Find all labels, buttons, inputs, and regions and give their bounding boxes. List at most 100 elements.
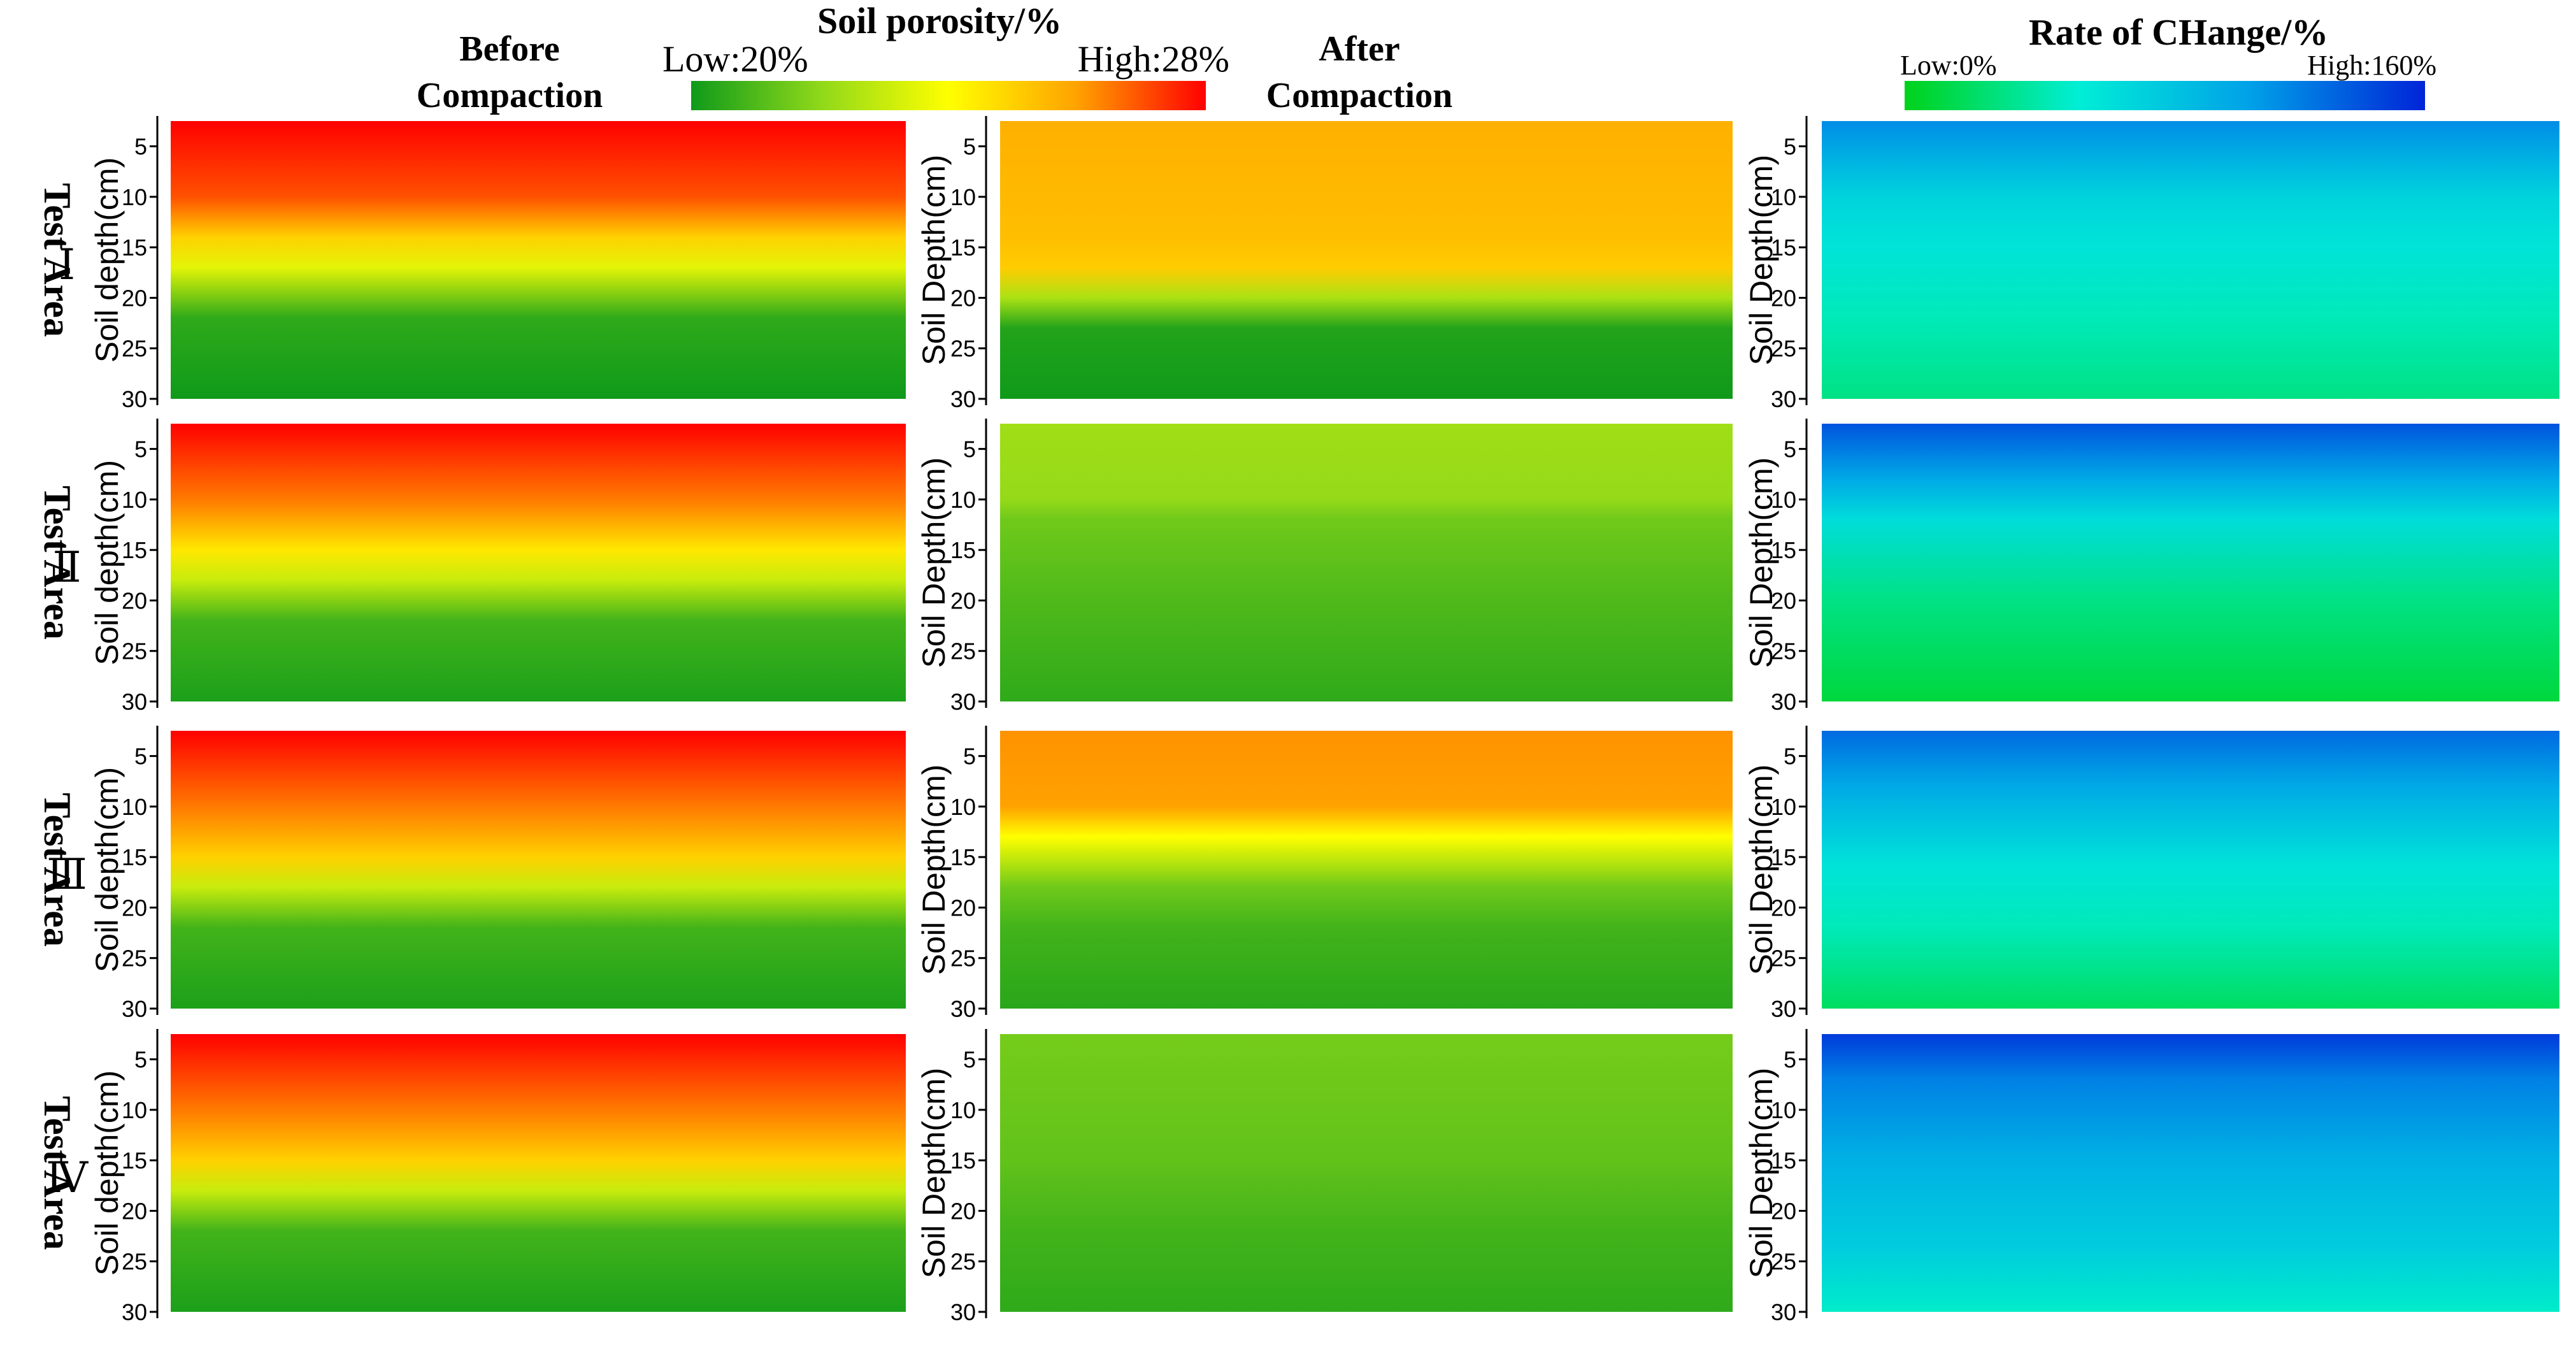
y-tick-label: 20 bbox=[122, 1198, 147, 1224]
y-tick-label: 15 bbox=[950, 537, 976, 563]
change-legend: Rate of CHange/% Low:0% High:160% bbox=[1900, 11, 2436, 110]
y-tick-label: 30 bbox=[950, 996, 976, 1022]
after-heatmap-cell bbox=[1000, 121, 1733, 399]
after-heatmap-cell bbox=[1000, 424, 1733, 701]
y-axis-label: Soil Depth(cm) bbox=[916, 155, 952, 366]
porosity-legend-bar bbox=[691, 81, 1206, 110]
change-heatmap-cell bbox=[1822, 1034, 2559, 1312]
y-tick-label: 5 bbox=[1784, 744, 1796, 770]
y-tick-label: 5 bbox=[963, 744, 976, 770]
y-axis-label: Soil depth(cm) bbox=[89, 460, 125, 665]
y-tick-label: 10 bbox=[950, 794, 976, 820]
y-tick-label: 15 bbox=[1771, 844, 1796, 870]
change-heatmap-cell bbox=[1822, 121, 2559, 399]
before-heatmap-cell bbox=[171, 424, 906, 701]
row-label-numeral: Ⅲ bbox=[47, 852, 87, 898]
y-tick-label: 30 bbox=[1771, 1299, 1796, 1325]
y-tick-label: 5 bbox=[1784, 134, 1796, 160]
y-tick-label: 10 bbox=[950, 1097, 976, 1123]
y-tick-label: 30 bbox=[122, 996, 147, 1022]
y-tick-label: 30 bbox=[950, 689, 976, 715]
y-tick-label: 5 bbox=[134, 1047, 147, 1073]
y-tick-label: 30 bbox=[1771, 689, 1796, 715]
y-axis-label: Soil depth(cm) bbox=[89, 767, 125, 972]
y-tick-label: 5 bbox=[1784, 436, 1796, 463]
y-tick-label: 20 bbox=[122, 587, 147, 614]
y-tick-label: 30 bbox=[1771, 996, 1796, 1022]
y-axis-label: Soil Depth(cm) bbox=[916, 765, 952, 975]
y-tick-label: 15 bbox=[122, 844, 147, 870]
row-label-numeral: Ⅱ bbox=[53, 545, 82, 591]
y-axis-label: Soil Depth(cm) bbox=[1743, 457, 1779, 668]
change-legend-bar bbox=[1905, 81, 2425, 110]
before-heatmap-cell bbox=[171, 731, 906, 1009]
before-title-line1: Before bbox=[459, 29, 560, 69]
y-tick-label: 25 bbox=[1771, 336, 1796, 362]
y-tick-label: 10 bbox=[950, 184, 976, 210]
y-tick-label: 15 bbox=[1771, 234, 1796, 261]
y-tick-label: 25 bbox=[1771, 638, 1796, 665]
y-tick-label: 5 bbox=[134, 134, 147, 160]
y-tick-label: 25 bbox=[950, 336, 976, 362]
y-axis-label: Soil Depth(cm) bbox=[1743, 155, 1779, 366]
y-axis-label: Soil depth(cm) bbox=[89, 1070, 125, 1276]
y-tick-label: 20 bbox=[950, 587, 976, 614]
y-tick-label: 20 bbox=[122, 895, 147, 921]
y-tick-label: 25 bbox=[950, 1249, 976, 1275]
y-tick-label: 10 bbox=[122, 184, 147, 210]
porosity-legend: Soil porosity/% Low:20% High:28% bbox=[662, 0, 1229, 110]
y-tick-label: 10 bbox=[1771, 1097, 1796, 1123]
y-tick-label: 25 bbox=[1771, 946, 1796, 972]
change-legend-title: Rate of CHange/% bbox=[2029, 11, 2328, 53]
y-tick-label: 25 bbox=[122, 1249, 147, 1275]
before-heatmap-cell bbox=[171, 121, 906, 399]
row-label-test-area: Test Area bbox=[36, 183, 78, 337]
y-tick-label: 10 bbox=[122, 794, 147, 820]
y-tick-label: 20 bbox=[1771, 895, 1796, 921]
y-tick-label: 30 bbox=[1771, 386, 1796, 412]
y-tick-label: 15 bbox=[1771, 537, 1796, 563]
y-tick-label: 5 bbox=[1784, 1047, 1796, 1073]
row-label-test-area: Test Area bbox=[36, 1096, 78, 1250]
y-tick-label: 15 bbox=[122, 234, 147, 261]
y-tick-label: 20 bbox=[950, 1198, 976, 1224]
y-tick-label: 30 bbox=[122, 689, 147, 715]
y-tick-label: 15 bbox=[950, 1147, 976, 1174]
porosity-legend-high: High:28% bbox=[1078, 38, 1229, 80]
y-axis-label: Soil Depth(cm) bbox=[916, 457, 952, 668]
y-tick-label: 30 bbox=[122, 386, 147, 412]
y-tick-label: 25 bbox=[1771, 1249, 1796, 1275]
y-tick-label: 20 bbox=[950, 285, 976, 311]
after-title-line1: After bbox=[1319, 29, 1399, 69]
before-heatmap-cell bbox=[171, 1034, 906, 1312]
y-tick-label: 20 bbox=[1771, 587, 1796, 614]
change-heatmap-cell bbox=[1822, 731, 2559, 1009]
y-tick-label: 20 bbox=[1771, 285, 1796, 311]
y-tick-label: 25 bbox=[122, 336, 147, 362]
y-tick-label: 15 bbox=[122, 537, 147, 563]
y-tick-label: 15 bbox=[122, 1147, 147, 1174]
y-tick-label: 30 bbox=[122, 1299, 147, 1325]
row-label-numeral: Ⅳ bbox=[46, 1155, 89, 1202]
row-label-test-area: Test Area bbox=[36, 485, 78, 640]
change-legend-low: Low:0% bbox=[1900, 50, 1997, 81]
y-tick-label: 15 bbox=[1771, 1147, 1796, 1174]
y-tick-label: 5 bbox=[134, 436, 147, 463]
y-tick-label: 10 bbox=[1771, 794, 1796, 820]
porosity-legend-low: Low:20% bbox=[662, 38, 808, 80]
y-tick-label: 25 bbox=[122, 946, 147, 972]
y-tick-label: 20 bbox=[950, 895, 976, 921]
change-heatmap-cell bbox=[1822, 424, 2559, 701]
y-tick-label: 5 bbox=[963, 134, 976, 160]
y-tick-label: 20 bbox=[1771, 1198, 1796, 1224]
y-tick-label: 10 bbox=[122, 487, 147, 513]
porosity-legend-title: Soil porosity/% bbox=[817, 0, 1062, 41]
before-title-line2: Compaction bbox=[417, 76, 603, 115]
y-axis-label: Soil Depth(cm) bbox=[1743, 1068, 1779, 1279]
